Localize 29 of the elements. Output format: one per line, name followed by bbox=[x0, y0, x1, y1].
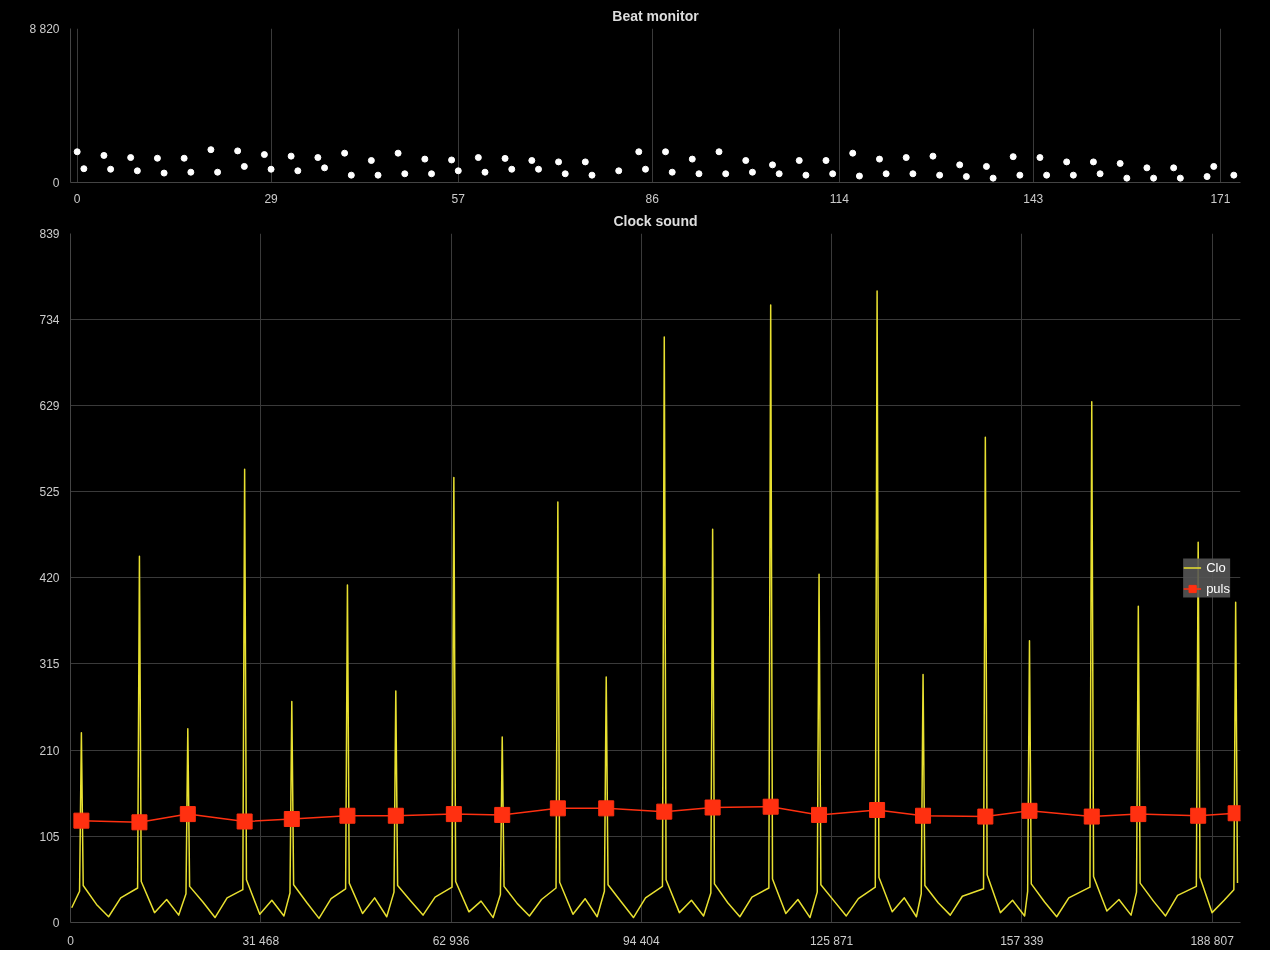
legend-label: Clo bbox=[1206, 559, 1227, 575]
y-tick-label: 734 bbox=[39, 313, 60, 328]
y-tick-label: 420 bbox=[39, 571, 60, 586]
x-tick-label: 125 871 bbox=[809, 933, 854, 948]
chart-title: Clock sound bbox=[613, 212, 698, 229]
x-tick-label: 86 bbox=[645, 191, 660, 206]
y-tick-label: 525 bbox=[39, 484, 60, 499]
x-tick-label: 114 bbox=[829, 191, 850, 206]
x-tick-label: 29 bbox=[264, 191, 279, 206]
y-tick-label: 0 bbox=[52, 916, 60, 930]
y-tick-label: 839 bbox=[39, 227, 60, 241]
x-tick-label: 0 bbox=[67, 933, 75, 948]
y-tick-label: 105 bbox=[39, 829, 60, 844]
x-tick-label: 0 bbox=[73, 191, 81, 206]
x-tick-label: 188 807 bbox=[1190, 933, 1235, 948]
x-tick-label: 143 bbox=[1023, 191, 1044, 206]
x-tick-label: 57 bbox=[451, 191, 466, 206]
y-tick-label: 629 bbox=[39, 399, 60, 414]
y-tick-label: 315 bbox=[39, 657, 60, 672]
x-tick-label: 62 936 bbox=[432, 933, 470, 948]
x-tick-label: 94 404 bbox=[622, 933, 660, 948]
x-tick-label: 31 468 bbox=[242, 933, 280, 948]
y-tick-label: 8 820 bbox=[29, 21, 60, 36]
x-tick-label: 157 339 bbox=[1000, 933, 1044, 948]
y-tick-label: 210 bbox=[39, 743, 60, 758]
chart-title: Beat monitor bbox=[612, 7, 700, 24]
y-tick-label: 0 bbox=[52, 175, 60, 190]
legend-label: puls bbox=[1206, 580, 1230, 596]
x-tick-label: 171 bbox=[1210, 191, 1231, 206]
